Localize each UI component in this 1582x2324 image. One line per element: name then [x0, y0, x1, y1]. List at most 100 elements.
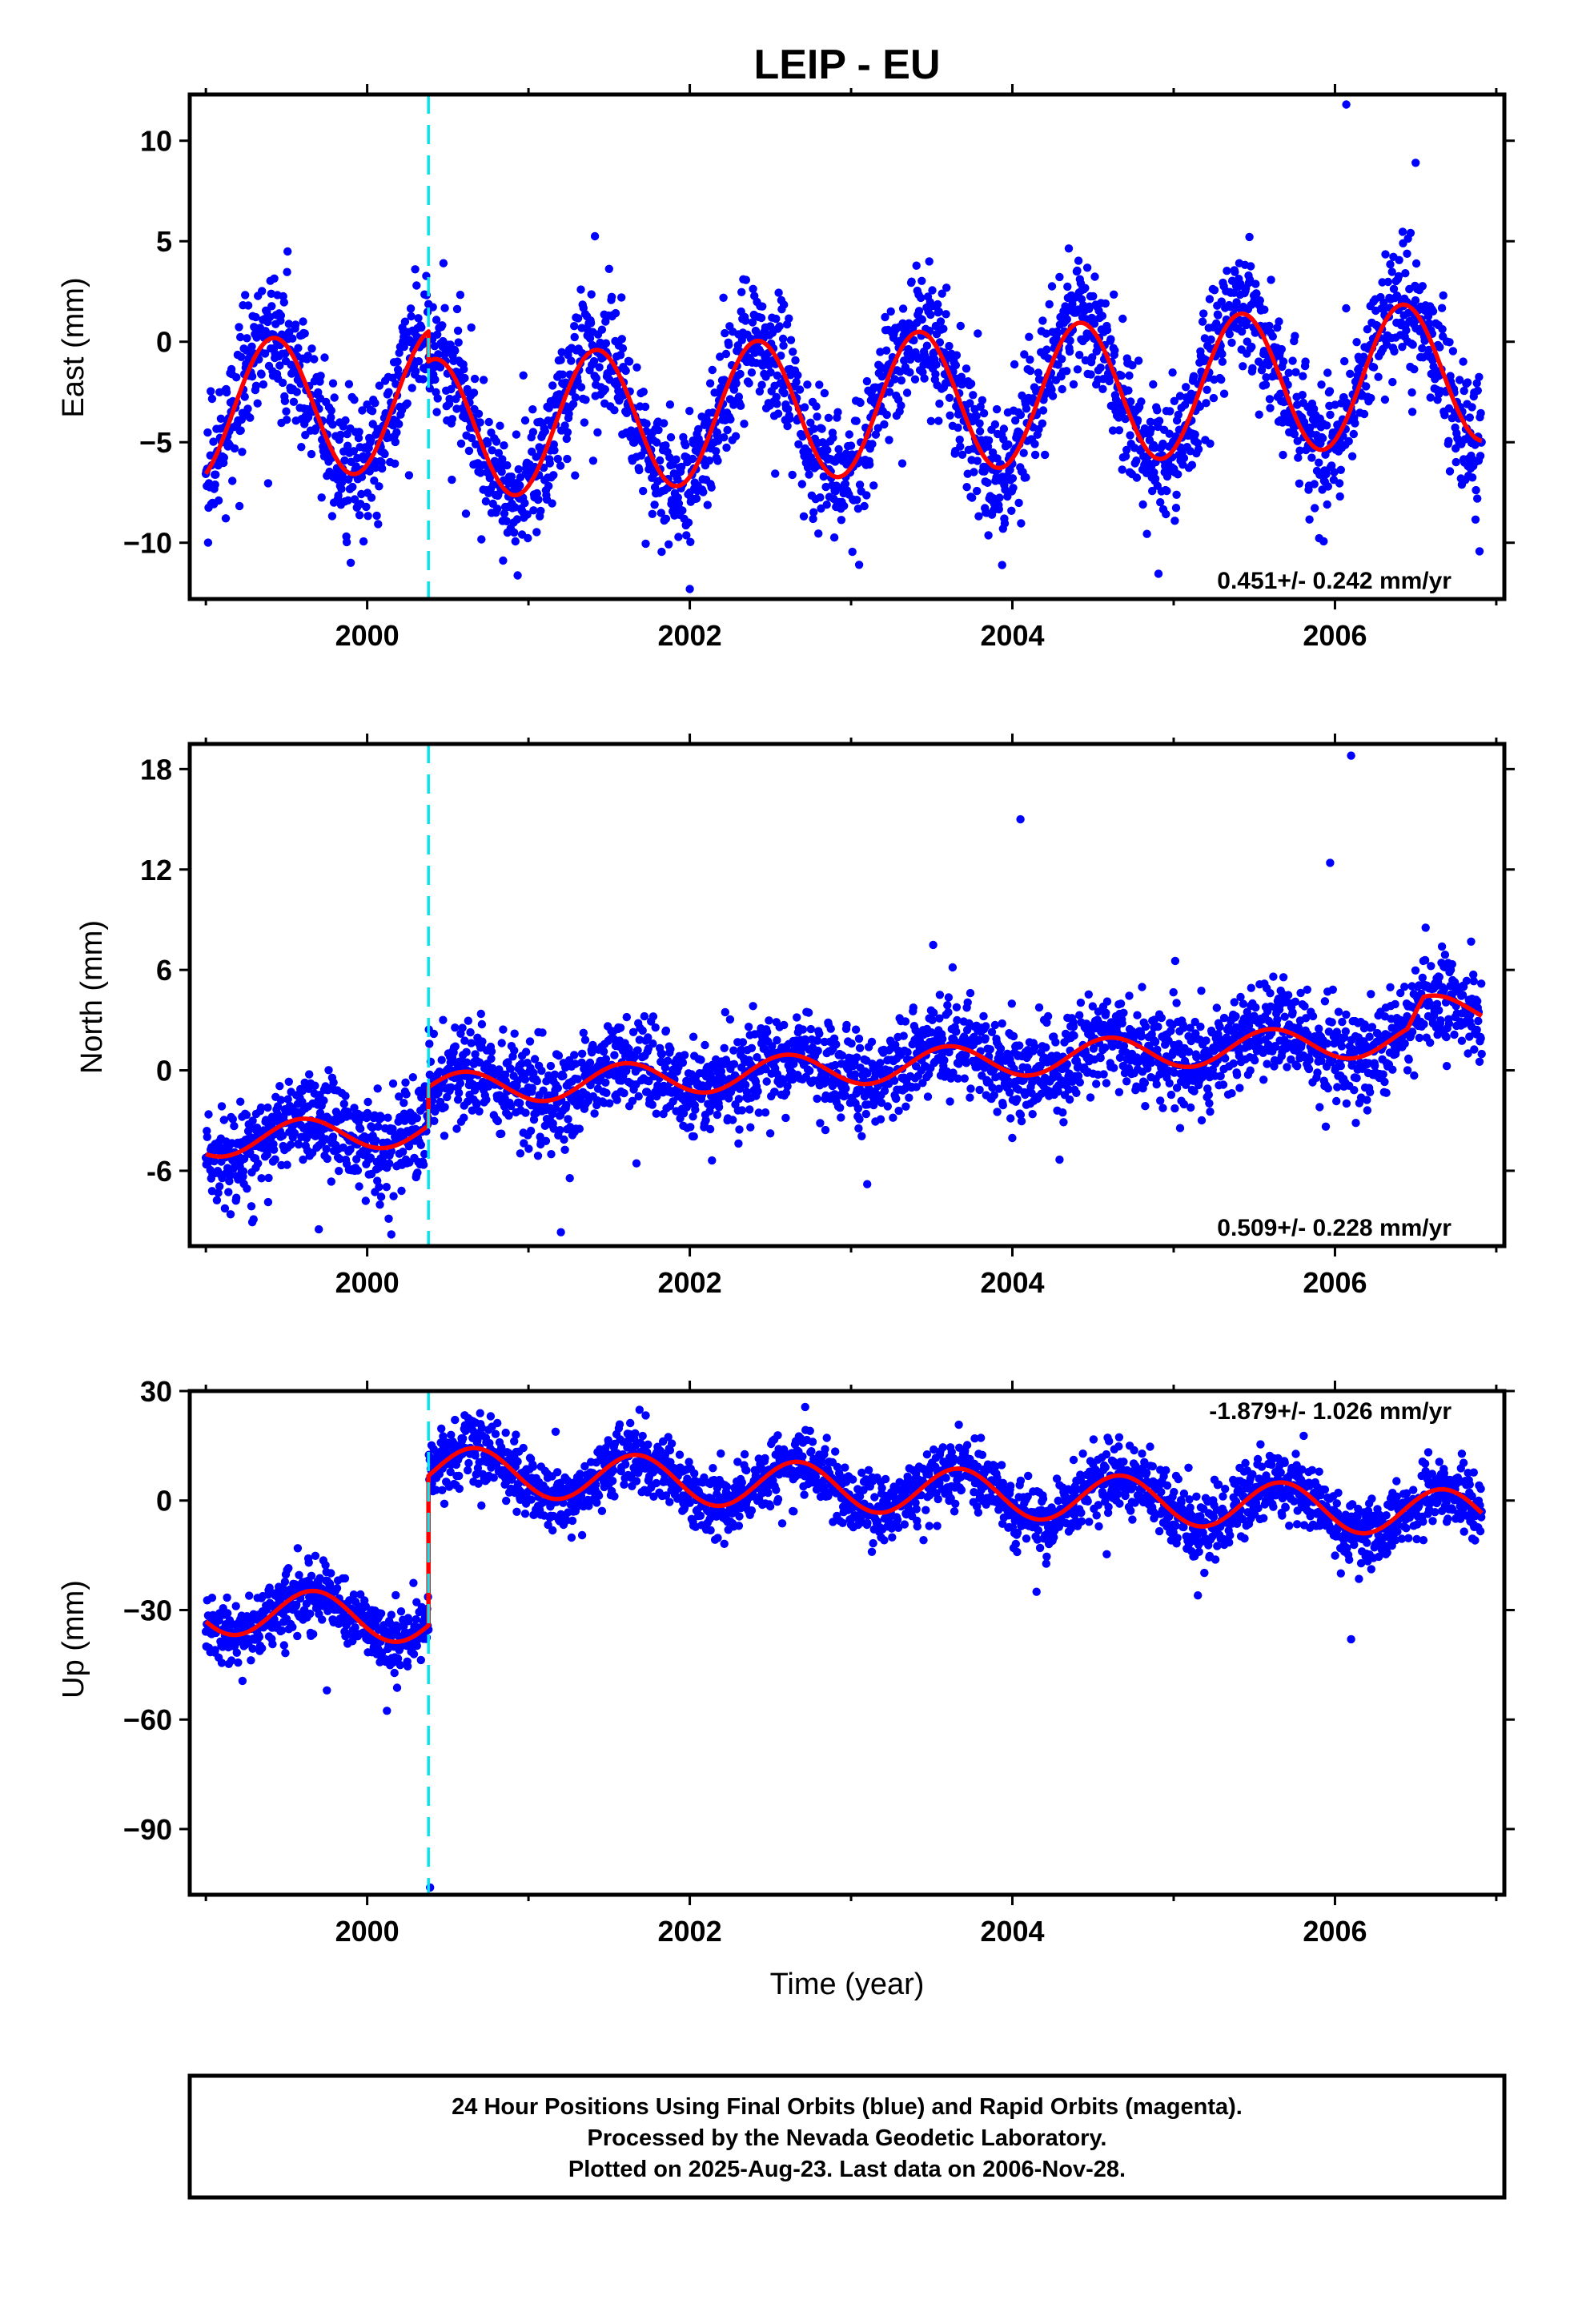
east-data-point [1132, 456, 1141, 465]
east-data-point [275, 361, 284, 370]
north-data-point [203, 1127, 211, 1136]
north-data-point [705, 1124, 715, 1134]
east-data-point [367, 407, 377, 416]
east-data-point [1266, 404, 1275, 412]
north-data-point [305, 1070, 314, 1079]
east-data-point [243, 301, 253, 310]
north-data-point [311, 1081, 319, 1090]
north-data-point [286, 1140, 295, 1149]
east-data-point [438, 321, 447, 330]
north-data-point [1116, 999, 1126, 1008]
east-data-point [1344, 436, 1353, 446]
north-data-point [440, 1132, 449, 1140]
north-data-point [744, 1023, 753, 1031]
east-data-point [1154, 569, 1163, 578]
east-data-point [809, 508, 818, 517]
north-data-point [526, 1126, 536, 1136]
east-data-point [611, 308, 620, 318]
east-data-point [921, 354, 930, 363]
north-data-point [738, 1038, 748, 1047]
east-data-point [966, 399, 974, 408]
north-data-point [701, 1040, 709, 1050]
east-data-point [1411, 259, 1421, 268]
east-data-point [1030, 440, 1039, 448]
north-data-point [966, 1093, 974, 1102]
east-data-point [713, 456, 722, 465]
east-data-point [840, 501, 849, 510]
north-data-point [680, 1051, 689, 1059]
east-data-point [962, 483, 971, 492]
north-data-point [520, 1075, 530, 1084]
east-data-point [783, 421, 792, 431]
east-data-point [483, 439, 492, 448]
north-data-point [541, 1136, 551, 1146]
east-data-point [232, 373, 241, 382]
north-data-point [1114, 1088, 1124, 1097]
north-data-point [1212, 1003, 1222, 1012]
east-data-point [243, 404, 252, 413]
north-data-point [867, 1037, 877, 1047]
east-data-point [773, 409, 783, 418]
east-data-point [799, 512, 809, 521]
east-data-point [367, 493, 376, 502]
north-data-point [813, 1094, 821, 1104]
north-data-point [1239, 999, 1248, 1008]
east-data-point [935, 399, 944, 408]
east-data-point [451, 346, 460, 356]
north-data-point [986, 1045, 995, 1054]
east-data-point [1398, 227, 1407, 236]
north-data-point [960, 1074, 970, 1083]
north-data-point [425, 1039, 434, 1048]
east-data-point [265, 312, 275, 322]
north-data-point [389, 1192, 398, 1200]
north-data-point [952, 1003, 962, 1012]
east-data-point [703, 501, 712, 509]
east-data-point [994, 505, 1004, 514]
east-data-point [1198, 317, 1207, 326]
east-data-point [926, 416, 936, 425]
east-data-point [995, 493, 1004, 502]
east-data-point [1323, 368, 1332, 377]
east-data-point [417, 323, 426, 332]
east-data-point [1267, 275, 1275, 284]
east-data-point [1438, 324, 1447, 334]
east-data-point [654, 425, 663, 435]
east-data-point [1126, 397, 1135, 406]
east-data-point [343, 496, 352, 505]
east-data-point [1154, 416, 1164, 425]
east-data-point [408, 384, 416, 392]
east-data-point [246, 413, 255, 422]
east-data-point [576, 285, 585, 294]
east-data-point [1081, 283, 1090, 292]
east-data-point [824, 413, 833, 422]
east-data-point [534, 495, 543, 504]
east-data-point [375, 381, 384, 390]
east-data-point [732, 379, 741, 388]
north-data-point [721, 1007, 729, 1017]
north-data-point [1235, 1084, 1244, 1092]
east-data-point [1014, 498, 1023, 508]
north-data-point [1186, 1103, 1195, 1112]
east-data-point [571, 393, 580, 402]
east-data-point [973, 456, 982, 465]
east-data-point [958, 450, 967, 459]
east-data-point [1471, 515, 1480, 524]
east-data-point [1203, 385, 1211, 394]
east-data-point [431, 375, 440, 384]
north-data-point [269, 1145, 279, 1154]
north-data-point [553, 1084, 562, 1093]
north-data-point [383, 1113, 392, 1122]
east-data-point [1382, 340, 1391, 349]
east-data-point [999, 424, 1009, 433]
north-data-point [661, 1026, 671, 1035]
east-data-point [496, 421, 504, 430]
north-data-point [612, 1096, 621, 1104]
north-data-point [525, 1037, 535, 1046]
east-data-point [1335, 479, 1344, 488]
north-data-point [550, 1070, 560, 1080]
north-data-point [729, 1046, 738, 1055]
north-data-point [528, 1084, 536, 1092]
north-data-point [532, 1076, 541, 1086]
east-data-point [934, 308, 944, 316]
